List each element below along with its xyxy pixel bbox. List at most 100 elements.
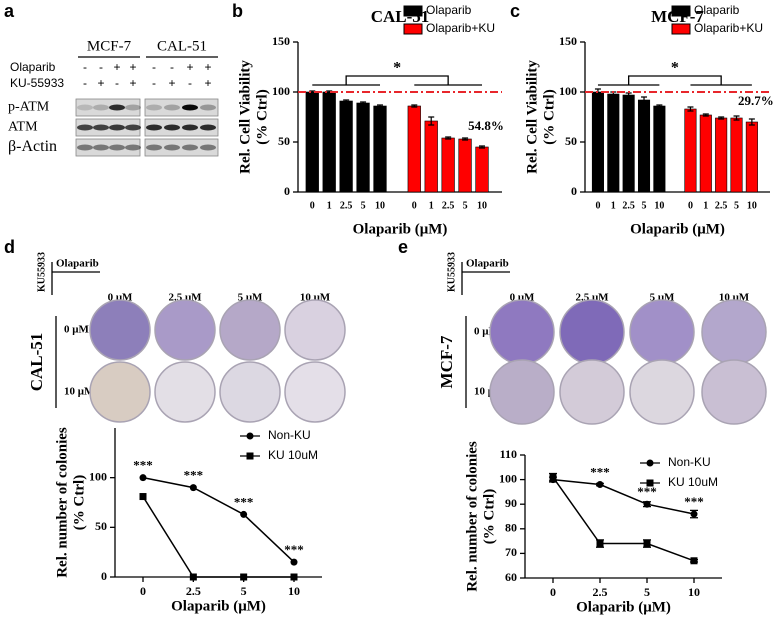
band-label: β-Actin [8, 138, 57, 155]
treatment-sign: + [97, 76, 104, 90]
band [109, 144, 125, 151]
x-tick-label: 0 [550, 585, 556, 599]
marker [240, 573, 248, 581]
marker [290, 558, 298, 566]
error-bar [479, 145, 486, 149]
bar [699, 114, 712, 193]
annotation: * [671, 60, 679, 77]
plate [559, 359, 625, 425]
band-label: ATM [8, 120, 38, 135]
plate [489, 359, 555, 425]
bar [305, 91, 319, 193]
x-tick-label: 5 [734, 200, 739, 211]
treatment-sign: + [186, 60, 193, 74]
x-tick-label: 5 [241, 584, 247, 598]
treatment-sign: + [204, 60, 211, 74]
legend-label: Olaparib+KU [426, 21, 495, 35]
bar [684, 108, 697, 193]
treatment-sign: - [99, 60, 103, 74]
error-bar [656, 104, 663, 108]
plate [629, 299, 695, 365]
x-tick-label: 5 [361, 200, 366, 211]
bar [730, 117, 743, 193]
annotation: *** [590, 465, 610, 480]
x-tick-label: 10 [688, 585, 700, 599]
marker [596, 540, 604, 548]
annotation: *** [684, 494, 704, 509]
marker [690, 510, 698, 518]
y-tick-label: 70 [505, 545, 517, 559]
x-tick-label: 5 [642, 200, 647, 211]
error-bar [462, 137, 469, 141]
legend-marker [246, 452, 254, 460]
x-axis-label: Olaparib (μM) [353, 221, 448, 237]
treatment-sign: + [113, 60, 120, 74]
treatment-sign: - [170, 60, 174, 74]
x-tick-label: 5 [644, 585, 650, 599]
marker [189, 484, 197, 492]
annotation: 54.8% [468, 118, 504, 133]
series-line [142, 476, 295, 563]
marker [139, 493, 147, 501]
x-tick-label: 2.5 [186, 584, 201, 598]
y-tick-label: 0 [284, 184, 290, 198]
band [146, 144, 162, 151]
y-tick-label: 0 [101, 569, 107, 583]
x-tick-label: 2.5 [340, 200, 353, 211]
annotation: *** [133, 458, 153, 473]
bar [607, 93, 620, 193]
bar [745, 121, 758, 193]
plate [154, 299, 216, 361]
band [200, 104, 216, 111]
marker [643, 540, 651, 548]
column-axis-label: Olaparib [466, 258, 509, 270]
error-bar [428, 116, 435, 126]
plate [89, 361, 151, 423]
treatment-label: Olaparib [10, 60, 56, 74]
band [182, 124, 198, 131]
band [77, 124, 93, 131]
bar [322, 91, 336, 193]
annotation: *** [637, 484, 657, 499]
legend-label: Olaparib [426, 3, 472, 17]
column-axis-label: Olaparib [56, 258, 99, 270]
y-tick-label: 100 [89, 469, 107, 483]
bar [637, 99, 651, 193]
marker [690, 557, 698, 565]
y-tick-label: 110 [500, 447, 517, 461]
band [77, 144, 93, 151]
x-tick-label: 10 [477, 200, 487, 211]
x-tick-label: 0 [310, 200, 315, 211]
annotation: 29.7% [738, 93, 774, 108]
bar [373, 105, 387, 193]
treatment-sign: - [115, 76, 119, 90]
plate [219, 299, 281, 361]
y-axis-label: Rel. number of colonies [464, 441, 480, 592]
bar [407, 105, 421, 193]
plate [284, 361, 346, 423]
legend-marker [646, 479, 654, 487]
error-bar [411, 104, 418, 108]
bar [715, 117, 728, 193]
band-label: p-ATM [8, 100, 50, 115]
legend-swatch [403, 23, 423, 35]
treatment-sign: - [83, 76, 87, 90]
y-tick-label: 60 [505, 570, 517, 584]
panel-letter: d [4, 237, 15, 257]
bar [622, 94, 635, 193]
band [146, 104, 162, 111]
x-axis-label: Olaparib (μM) [630, 221, 725, 237]
y-tick-label: 90 [505, 496, 517, 510]
error-bar [360, 101, 367, 105]
y-tick-label: 0 [571, 184, 577, 198]
y-tick-label: 100 [559, 84, 577, 98]
bar [475, 146, 489, 193]
annotation: *** [234, 494, 254, 509]
treatment-sign: - [188, 76, 192, 90]
row-axis-label: KU55933 [36, 252, 47, 292]
treatment-label: KU-55933 [10, 76, 64, 90]
cell-line-label: MCF-7 [87, 38, 132, 54]
band [164, 104, 180, 111]
panel-letter: c [510, 1, 520, 21]
x-tick-label: 1 [327, 200, 332, 211]
